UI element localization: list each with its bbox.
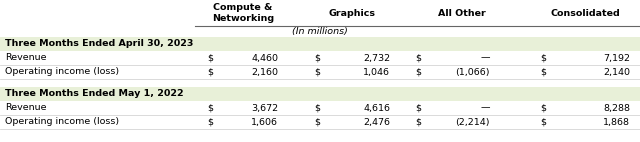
Text: 4,616: 4,616 <box>363 104 390 112</box>
Text: $: $ <box>415 117 421 127</box>
Text: $: $ <box>540 117 546 127</box>
Text: $: $ <box>540 67 546 77</box>
Text: $: $ <box>314 117 320 127</box>
Text: 7,192: 7,192 <box>603 54 630 62</box>
Text: 4,460: 4,460 <box>251 54 278 62</box>
Text: 2,160: 2,160 <box>251 67 278 77</box>
Bar <box>0 87 640 101</box>
Text: 2,732: 2,732 <box>363 54 390 62</box>
Text: $: $ <box>207 117 213 127</box>
Bar <box>0 37 640 51</box>
Text: $: $ <box>207 54 213 62</box>
Text: $: $ <box>314 54 320 62</box>
Text: $: $ <box>207 104 213 112</box>
Text: Revenue: Revenue <box>5 104 47 112</box>
Text: Three Months Ended May 1, 2022: Three Months Ended May 1, 2022 <box>5 89 184 99</box>
Text: —: — <box>481 54 490 62</box>
Text: 3,672: 3,672 <box>251 104 278 112</box>
Text: 2,476: 2,476 <box>363 117 390 127</box>
Text: 1,606: 1,606 <box>251 117 278 127</box>
Text: 2,140: 2,140 <box>603 67 630 77</box>
Text: (2,214): (2,214) <box>456 117 490 127</box>
Text: $: $ <box>415 54 421 62</box>
Text: $: $ <box>314 67 320 77</box>
Text: Operating income (loss): Operating income (loss) <box>5 117 119 127</box>
Text: $: $ <box>207 67 213 77</box>
Text: Three Months Ended April 30, 2023: Three Months Ended April 30, 2023 <box>5 39 193 49</box>
Text: —: — <box>481 104 490 112</box>
Text: Compute &
Networking: Compute & Networking <box>212 3 274 23</box>
Text: 8,288: 8,288 <box>603 104 630 112</box>
Text: All Other: All Other <box>438 9 486 17</box>
Text: 1,868: 1,868 <box>603 117 630 127</box>
Text: Operating income (loss): Operating income (loss) <box>5 67 119 77</box>
Text: $: $ <box>314 104 320 112</box>
Text: $: $ <box>540 54 546 62</box>
Text: $: $ <box>415 67 421 77</box>
Text: $: $ <box>415 104 421 112</box>
Text: Consolidated: Consolidated <box>550 9 620 17</box>
Text: Graphics: Graphics <box>328 9 376 17</box>
Text: (1,066): (1,066) <box>456 67 490 77</box>
Text: 1,046: 1,046 <box>363 67 390 77</box>
Text: $: $ <box>540 104 546 112</box>
Text: (In millions): (In millions) <box>292 27 348 36</box>
Text: Revenue: Revenue <box>5 54 47 62</box>
